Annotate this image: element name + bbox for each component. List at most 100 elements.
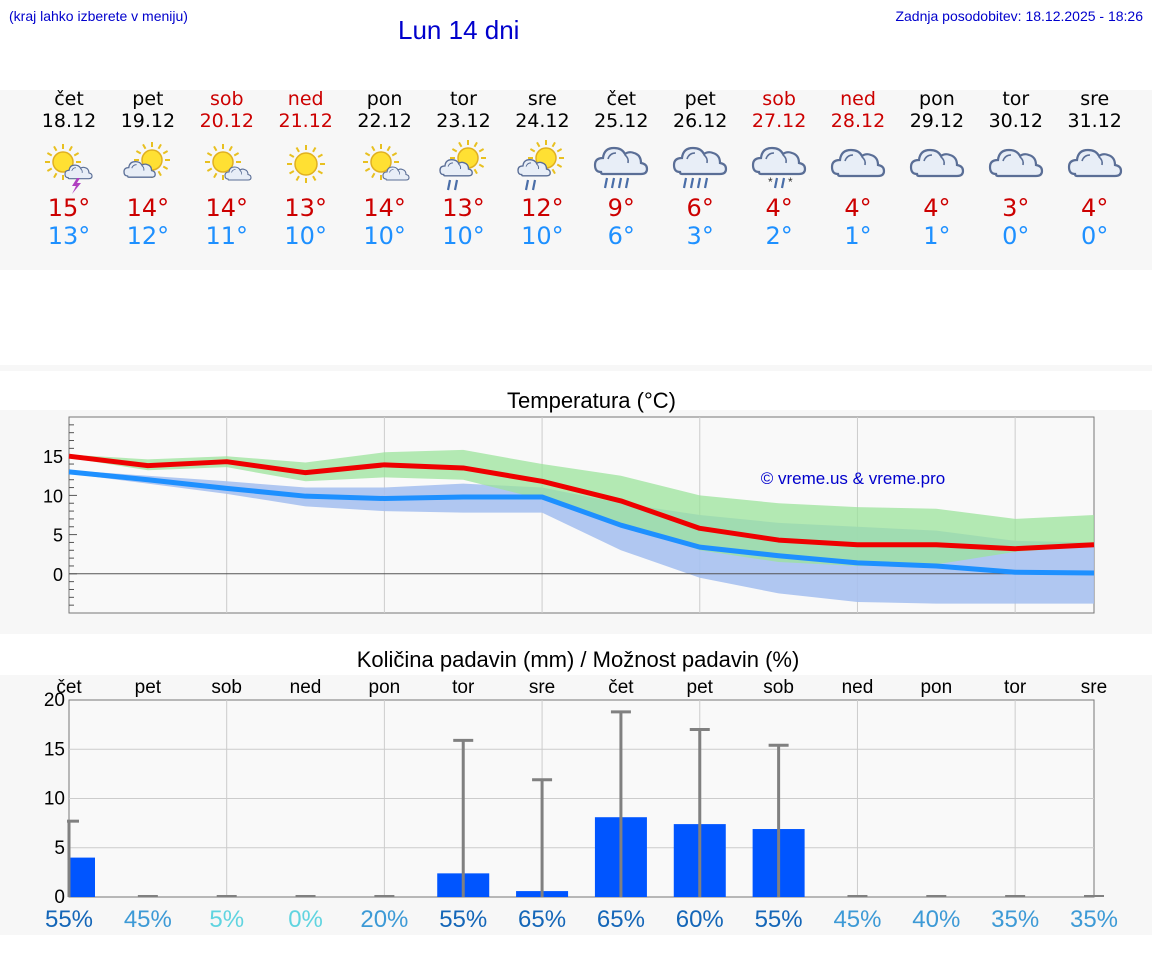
max-temperature: 14° (205, 194, 249, 222)
day-of-week: tor (1002, 88, 1030, 110)
day-date: 31.12 (1067, 110, 1122, 132)
page-title: Lun 14 dni (398, 15, 520, 45)
separator-band (0, 365, 1152, 371)
day-column: pon 22.12 14° 10° (340, 88, 430, 250)
max-temperature-line (68, 453, 1095, 552)
precip-chance: 55% (755, 906, 803, 933)
y-tick-label: 20 (44, 690, 65, 711)
precip-chance: 35% (991, 906, 1039, 933)
last-update: Zadnja posodobitev: 18.12.2025 - 18:26 (895, 8, 1143, 24)
day-of-week: čet (606, 88, 637, 110)
min-temperature: 0° (1081, 222, 1109, 250)
day-column: sre 24.12 12° 10° (497, 88, 587, 250)
category-label: pet (687, 677, 714, 698)
precipitation-chart: Količina padavin (mm) / Možnost padavin … (44, 647, 1118, 933)
day-date: 22.12 (357, 110, 412, 132)
day-of-week: pet (684, 88, 716, 110)
day-column: sre 31.12 4° 0° (1050, 88, 1140, 250)
day-date: 21.12 (278, 110, 333, 132)
day-column: ned 28.12 4° 1° (813, 88, 903, 250)
y-tick-label: 15 (43, 447, 63, 467)
day-of-week: pet (132, 88, 164, 110)
forecast-band (0, 90, 1152, 270)
category-label: čet (608, 677, 634, 698)
day-column: pet 26.12 6° 3° (655, 88, 745, 250)
chart-title: Količina padavin (mm) / Možnost padavin … (357, 647, 800, 672)
day-date: 26.12 (672, 110, 728, 132)
min-temperature: 10° (521, 222, 564, 250)
watermark: © vreme.us & vreme.pro (761, 469, 945, 488)
day-of-week: ned (840, 88, 876, 110)
min-temperature: 1° (923, 222, 951, 250)
category-label: sre (529, 677, 555, 698)
y-tick-label: 10 (43, 486, 63, 506)
svg-text:*: * (768, 175, 773, 189)
sun-cloud-icon (123, 142, 170, 178)
min-temperature: 1° (844, 222, 872, 250)
chart-title: Temperatura (°C) (507, 388, 676, 413)
cloud-snow-icon: * * (751, 146, 807, 189)
category-label: tor (1004, 677, 1027, 698)
day-column: sob 27.12 * * 4° 2° (734, 88, 824, 250)
cloud-icon (909, 148, 964, 178)
sun-small-cloud-icon (204, 144, 252, 181)
precip-chance: 20% (360, 906, 408, 933)
day-of-week: sob (762, 88, 796, 110)
day-of-week: ned (287, 88, 324, 110)
precip-chance: 0% (288, 906, 323, 933)
max-temperature: 13° (284, 194, 327, 222)
max-temperature: 12° (521, 194, 564, 222)
precip-chance: 55% (439, 906, 487, 933)
day-date: 20.12 (199, 110, 254, 132)
day-of-week: sre (1080, 88, 1110, 110)
location-hint[interactable]: (kraj lahko izberete v meniju) (9, 8, 188, 24)
day-date: 28.12 (830, 110, 886, 132)
y-tick-label: 10 (44, 789, 65, 810)
max-temperature: 15° (47, 194, 91, 222)
sun-cloud-lightning-icon (45, 144, 93, 194)
category-label: ned (290, 677, 322, 698)
day-of-week: čet (54, 88, 84, 110)
max-temperature: 4° (923, 194, 951, 222)
cloud-icon (830, 148, 886, 178)
day-of-week: pon (366, 88, 403, 110)
min-temperature-line (68, 469, 1095, 576)
day-of-week: pon (919, 88, 955, 110)
sun-cloud-rain-icon (517, 140, 565, 191)
min-temperature: 11° (205, 222, 249, 250)
precip-chance: 55% (45, 906, 93, 933)
category-label: sob (211, 677, 242, 698)
day-column: ned 21.12 13° 10° (261, 88, 351, 250)
min-range-band (69, 470, 1094, 604)
day-date: 23.12 (436, 110, 491, 132)
y-tick-label: 0 (54, 887, 65, 908)
day-date: 25.12 (594, 110, 649, 132)
day-of-week: sre (527, 88, 557, 110)
category-label: pet (135, 677, 162, 698)
temperature-chart: Temperatura (°C) 0 5 10 15 © vreme.us & vreme… (43, 388, 1095, 614)
category-label: sob (763, 677, 794, 698)
day-column: čet 25.12 9° 6° (576, 88, 666, 250)
min-temperature: 2° (765, 222, 793, 250)
sun-cloud-rain-icon (438, 140, 486, 191)
category-label: sre (1081, 677, 1107, 698)
day-column: tor 23.12 13° 10° (419, 88, 509, 250)
precip-bar (69, 857, 95, 897)
day-date: 24.12 (515, 110, 570, 132)
category-label: tor (452, 677, 475, 698)
max-temperature: 6° (686, 194, 714, 222)
max-range-band (69, 449, 1094, 566)
sun-small-cloud-icon (362, 144, 410, 181)
y-tick-label: 0 (53, 565, 63, 585)
day-of-week: sob (210, 88, 244, 110)
y-tick-label: 5 (53, 526, 63, 546)
sun-icon (286, 145, 325, 183)
category-label: čet (56, 677, 82, 698)
precip-chance: 40% (912, 906, 960, 933)
max-temperature: 9° (607, 194, 635, 222)
day-date: 18.12 (41, 110, 97, 132)
min-temperature: 3° (686, 222, 714, 250)
day-column: čet 18.12 15° 13° (24, 88, 114, 250)
category-label: pon (369, 677, 401, 698)
max-temperature: 14° (363, 194, 406, 222)
